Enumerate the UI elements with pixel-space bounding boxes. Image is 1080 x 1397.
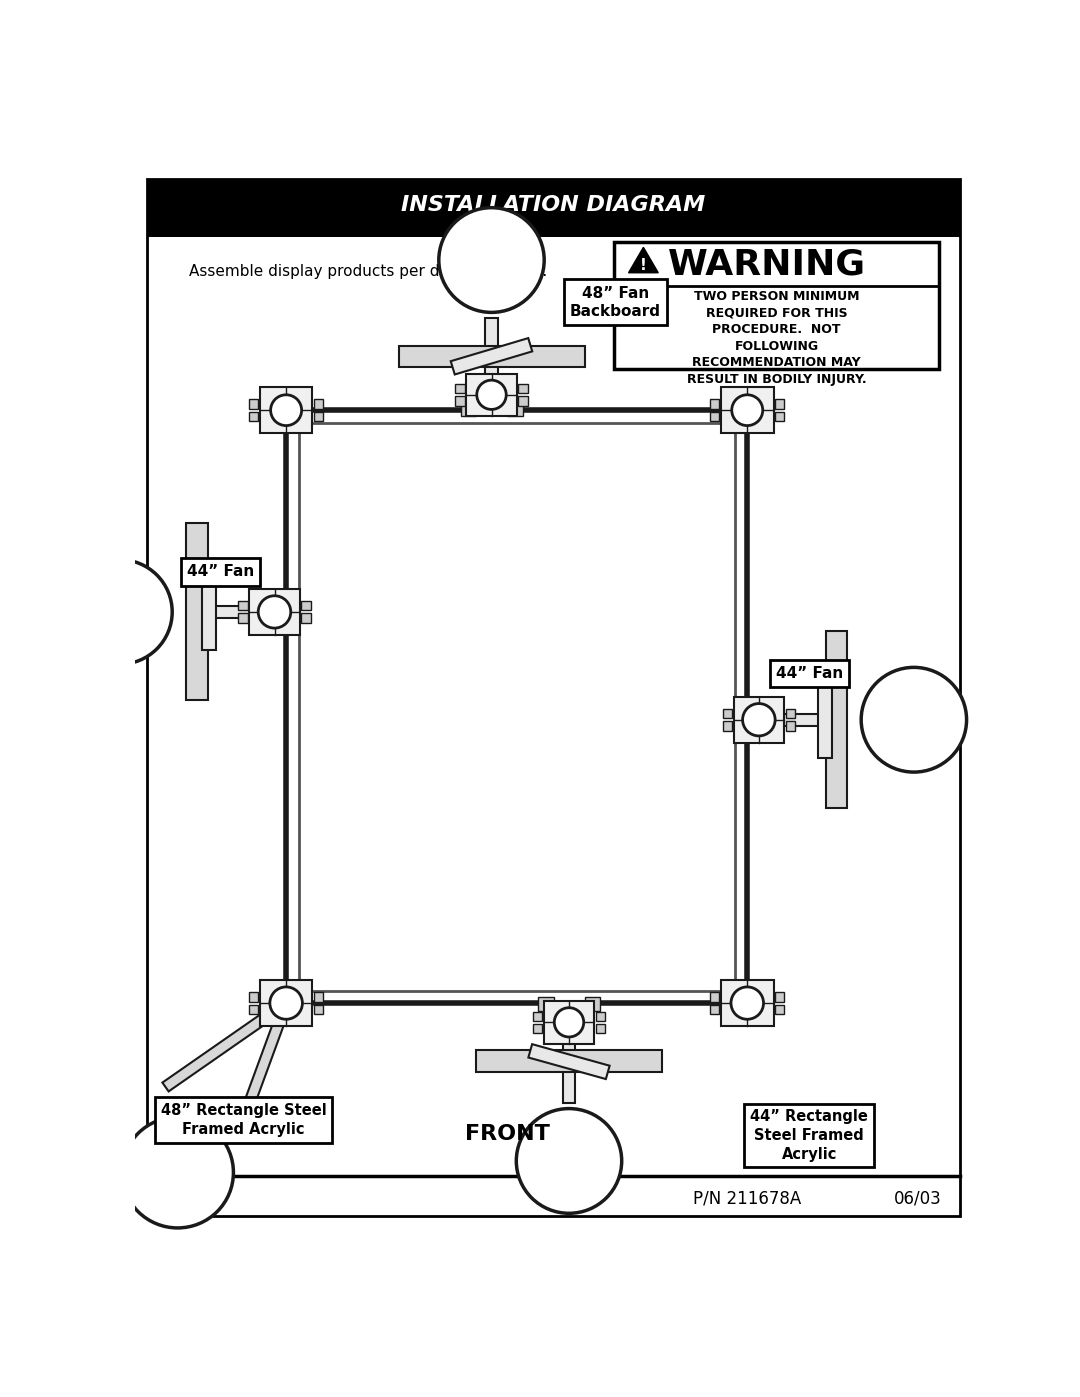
Circle shape — [476, 380, 507, 409]
Polygon shape — [186, 524, 207, 700]
Bar — [532, 1011, 542, 1021]
Bar — [775, 1004, 784, 1014]
Bar — [507, 402, 523, 416]
Bar — [544, 1002, 594, 1044]
Bar — [518, 384, 527, 393]
Circle shape — [516, 1109, 622, 1214]
Polygon shape — [485, 317, 498, 411]
Bar — [775, 400, 784, 409]
Bar — [532, 1024, 542, 1034]
Bar — [314, 400, 323, 409]
Text: INSTALLATION DIAGRAM: INSTALLATION DIAGRAM — [402, 196, 705, 215]
Circle shape — [554, 1007, 583, 1037]
Bar — [710, 1004, 719, 1014]
Bar — [248, 412, 258, 420]
Bar — [710, 412, 719, 420]
Circle shape — [271, 395, 301, 426]
Bar — [584, 997, 600, 1011]
Polygon shape — [528, 1044, 609, 1078]
Bar — [301, 613, 311, 623]
Text: Assemble display products per diagram below.: Assemble display products per diagram be… — [189, 264, 548, 279]
Bar — [785, 708, 795, 718]
Polygon shape — [747, 714, 821, 726]
Text: WARNING: WARNING — [669, 247, 866, 281]
Bar — [260, 387, 312, 433]
Bar — [538, 997, 554, 1011]
Text: 06/03: 06/03 — [894, 1190, 942, 1207]
Polygon shape — [825, 631, 847, 809]
Circle shape — [270, 986, 302, 1020]
Bar — [460, 402, 476, 416]
Polygon shape — [231, 1002, 292, 1143]
Bar — [710, 992, 719, 1002]
Bar — [248, 1004, 258, 1014]
Text: !: ! — [640, 257, 647, 272]
Polygon shape — [629, 247, 658, 272]
Bar — [456, 397, 464, 405]
Polygon shape — [818, 682, 832, 759]
Polygon shape — [476, 1051, 662, 1071]
Bar — [260, 979, 312, 1027]
Bar — [710, 400, 719, 409]
Text: 5: 5 — [546, 1189, 561, 1208]
Circle shape — [861, 668, 967, 773]
Circle shape — [732, 395, 762, 426]
Polygon shape — [399, 345, 584, 367]
Text: FRONT: FRONT — [464, 1125, 550, 1144]
Text: TWO PERSON MINIMUM
REQUIRED FOR THIS
PROCEDURE.  NOT
FOLLOWING
RECOMMENDATION MA: TWO PERSON MINIMUM REQUIRED FOR THIS PRO… — [687, 291, 866, 386]
Circle shape — [731, 986, 764, 1020]
Circle shape — [743, 704, 775, 736]
Bar — [596, 1011, 605, 1021]
Bar — [775, 992, 784, 1002]
Bar — [249, 588, 299, 636]
Text: 44” Rectangle
Steel Framed
Acrylic: 44” Rectangle Steel Framed Acrylic — [751, 1109, 868, 1162]
Circle shape — [438, 208, 544, 313]
Bar — [613, 242, 940, 369]
Bar — [723, 721, 732, 731]
Polygon shape — [202, 573, 216, 651]
Bar — [467, 373, 516, 416]
Polygon shape — [162, 999, 289, 1091]
Bar — [147, 179, 960, 237]
Text: 44” Fan: 44” Fan — [187, 564, 254, 580]
Circle shape — [67, 560, 172, 665]
Text: P/N 211678A: P/N 211678A — [693, 1190, 801, 1207]
Bar — [723, 708, 732, 718]
Bar — [298, 422, 734, 990]
Bar — [239, 613, 247, 623]
Bar — [775, 412, 784, 420]
Bar — [456, 384, 464, 393]
Polygon shape — [213, 606, 286, 617]
Polygon shape — [563, 1003, 576, 1104]
Bar — [785, 721, 795, 731]
Text: 48” Rectangle Steel
Framed Acrylic: 48” Rectangle Steel Framed Acrylic — [161, 1104, 326, 1137]
Bar — [518, 397, 527, 405]
Bar — [596, 1024, 605, 1034]
Bar — [721, 387, 773, 433]
Polygon shape — [450, 338, 532, 374]
Bar — [733, 697, 784, 743]
Circle shape — [258, 595, 291, 629]
Bar — [301, 601, 311, 610]
Bar — [721, 979, 773, 1027]
Bar — [248, 400, 258, 409]
Bar — [314, 992, 323, 1002]
Bar — [248, 992, 258, 1002]
Text: 44” Fan: 44” Fan — [775, 666, 842, 680]
Bar — [314, 412, 323, 420]
Circle shape — [122, 1118, 233, 1228]
Bar — [286, 411, 747, 1003]
Bar — [239, 601, 247, 610]
Text: 48” Fan
Backboard: 48” Fan Backboard — [570, 285, 661, 319]
Bar — [314, 1004, 323, 1014]
